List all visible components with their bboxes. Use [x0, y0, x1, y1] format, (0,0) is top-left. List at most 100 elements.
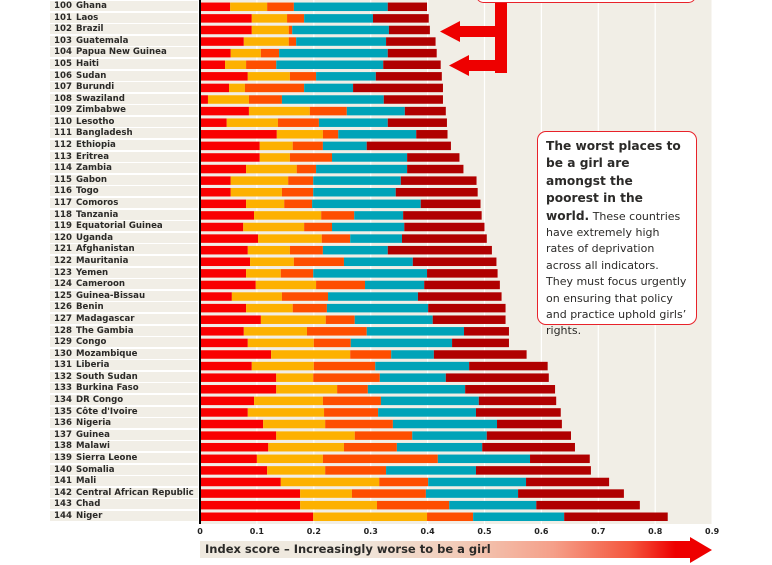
bar-segment: [350, 350, 392, 359]
country-label-row: 121 Afghanistan: [50, 244, 198, 256]
country-name: Benin: [76, 302, 104, 313]
country-label-row: 108 Swaziland: [50, 93, 198, 105]
country-name: Ethiopia: [76, 140, 116, 151]
country-label-row: 133 Burkina Faso: [50, 383, 198, 395]
country-label-row: 107 Burundi: [50, 82, 198, 94]
bar-segment: [324, 408, 379, 417]
bar-segment: [276, 373, 314, 382]
bar-segment: [318, 118, 388, 127]
x-tick-label: 0.5: [477, 527, 492, 536]
x-tick-label: 0.9: [705, 527, 720, 536]
country-name: Madagascar: [76, 313, 135, 324]
rank-label: 128: [54, 325, 72, 336]
bar-segment: [200, 106, 249, 116]
bar-segment: [407, 153, 460, 162]
rank-label: 102: [54, 24, 72, 35]
rank-label: 127: [54, 313, 72, 324]
rank-label: 142: [54, 487, 72, 498]
country-label-row: 127 Madagascar: [50, 313, 198, 325]
country-name: Mali: [76, 476, 97, 487]
country-name: Cameroon: [76, 279, 126, 290]
country-name: Tanzania: [76, 209, 119, 220]
rank-label: 122: [54, 255, 72, 266]
bar-segment: [247, 72, 290, 81]
bar-segment: [251, 14, 288, 23]
bar-segment: [400, 176, 477, 185]
bar-segment: [326, 303, 429, 313]
bar-segment: [200, 408, 248, 417]
bar-segment: [300, 489, 352, 498]
bar-segment: [293, 2, 388, 12]
bar-segment: [246, 199, 285, 209]
bar-segment: [367, 385, 466, 394]
bar-segment: [250, 257, 294, 267]
bar-segment: [200, 431, 277, 440]
bar-segment: [486, 431, 571, 440]
y-axis-line: [199, 0, 201, 524]
bar-segment: [383, 60, 441, 69]
bar-segment: [313, 373, 380, 382]
bar-segment: [387, 245, 492, 255]
bar-segment: [392, 419, 498, 429]
bar-segment: [292, 303, 327, 313]
rank-label: 137: [54, 429, 72, 440]
country-name: Ghana: [76, 1, 107, 11]
bar-segment: [259, 141, 293, 151]
bar-segment: [200, 83, 230, 93]
bar-segment: [475, 408, 561, 417]
bar-segment: [465, 385, 556, 394]
country-label-row: 113 Eritrea: [50, 151, 198, 163]
bar-segment: [424, 280, 500, 290]
rank-label: 113: [54, 151, 72, 162]
bar-segment: [200, 222, 244, 232]
country-label-row: 119 Equatorial Guinea: [50, 221, 198, 233]
bar-segment: [354, 315, 433, 324]
rank-label: 136: [54, 418, 72, 429]
bar-segment: [427, 512, 474, 522]
bar-segment: [428, 303, 506, 313]
bar-segment: [332, 153, 408, 162]
bar-segment: [313, 512, 428, 522]
bar-segment: [230, 48, 261, 58]
bar-segment: [475, 466, 591, 475]
bar-segment: [322, 245, 388, 255]
bar-segment: [350, 338, 453, 348]
country-label-row: 111 Bangladesh: [50, 128, 198, 140]
bar-segment: [244, 83, 305, 93]
bar-segment: [287, 14, 305, 23]
bar-segment: [200, 292, 232, 301]
bar-segment: [312, 199, 421, 209]
bar-segment: [375, 72, 442, 81]
rank-label: 132: [54, 371, 72, 382]
x-tick-label: 0.6: [534, 527, 549, 536]
country-label-row: 110 Lesotho: [50, 116, 198, 128]
country-name: Uganda: [76, 232, 113, 243]
xlabel-arrow-head-icon: [690, 537, 712, 563]
bar-segment: [247, 408, 325, 417]
bar-segment: [200, 500, 301, 510]
country-name: Mozambique: [76, 348, 138, 359]
bar-segment: [200, 118, 227, 127]
bar-segment: [200, 419, 264, 429]
bar-segment: [200, 72, 248, 81]
country-label-row: 141 Mali: [50, 476, 198, 488]
country-label-row: 129 Congo: [50, 337, 198, 349]
bar-segment: [322, 141, 367, 151]
x-axis-label: Index score – Increasingly worse to be a…: [205, 542, 491, 556]
country-label-row: 118 Tanzania: [50, 209, 198, 221]
rank-label: 126: [54, 302, 72, 313]
bar-segment: [247, 338, 314, 348]
bar-segment: [428, 477, 527, 487]
rank-label: 109: [54, 105, 72, 116]
bar-segment: [350, 234, 402, 243]
country-name: South Sudan: [76, 371, 138, 382]
country-label-row: 128 The Gambia: [50, 325, 198, 337]
bar-segment: [200, 245, 248, 255]
bar-segment: [276, 385, 338, 394]
bar-segment: [325, 466, 387, 475]
bar-segment: [518, 489, 624, 498]
bar-segment: [279, 48, 388, 58]
bar-segment: [433, 350, 527, 359]
rank-label: 119: [54, 221, 72, 232]
bar-segment: [391, 350, 434, 359]
